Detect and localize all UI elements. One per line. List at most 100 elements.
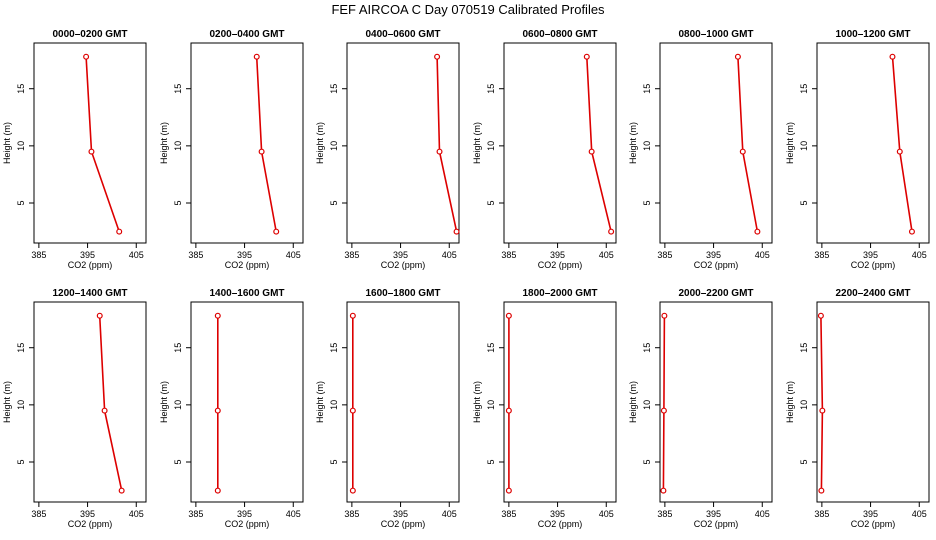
x-tick-label: 385 xyxy=(657,509,672,519)
y-axis-label: Height (m) xyxy=(628,122,638,164)
plot-frame xyxy=(346,301,460,503)
y-tick-label: 5 xyxy=(173,200,183,205)
x-tick-label: 385 xyxy=(814,250,829,260)
y-axis-label: Height (m) xyxy=(315,122,325,164)
x-tick-label: 405 xyxy=(755,509,770,519)
profile-point xyxy=(258,148,265,155)
profile-point xyxy=(118,487,125,494)
profile-point xyxy=(734,53,741,60)
profile-point xyxy=(819,407,826,414)
y-tick-label: 15 xyxy=(173,84,183,94)
profile-line xyxy=(436,56,458,232)
y-tick-label: 10 xyxy=(486,400,496,410)
y-axis-label: Height (m) xyxy=(472,122,482,164)
x-tick-label: 395 xyxy=(706,509,721,519)
x-axis-label: CO2 (ppm) xyxy=(694,260,739,270)
x-axis-label: CO2 (ppm) xyxy=(68,260,113,270)
profile-point xyxy=(434,53,441,60)
plot-frame xyxy=(816,301,930,503)
y-tick-label: 10 xyxy=(642,400,652,410)
y-axis-label: Height (m) xyxy=(785,122,795,164)
x-tick-label: 395 xyxy=(80,509,95,519)
x-tick-label: 405 xyxy=(129,250,144,260)
x-tick-label: 385 xyxy=(188,250,203,260)
profile-point xyxy=(505,407,512,414)
profile-panel: 0800–1000 GMT 385 395 405 CO2 (ppm) 5 10 15 Heig… xyxy=(628,29,773,270)
plot-frame xyxy=(346,42,460,244)
y-tick-label: 5 xyxy=(799,200,809,205)
x-axis-label: CO2 (ppm) xyxy=(381,519,426,529)
x-tick-label: 405 xyxy=(442,250,457,260)
profile-panel: 1200–1400 GMT 385 395 405 CO2 (ppm) 5 10 15 Heig… xyxy=(2,288,147,529)
x-tick-label: 385 xyxy=(344,509,359,519)
x-axis-label: CO2 (ppm) xyxy=(538,519,583,529)
x-tick-label: 395 xyxy=(393,509,408,519)
y-axis-label: Height (m) xyxy=(159,122,169,164)
profile-panel: 0600–0800 GMT 385 395 405 CO2 (ppm) 5 10 15 Heig… xyxy=(472,29,617,270)
profile-point xyxy=(349,487,356,494)
y-tick-label: 15 xyxy=(329,84,339,94)
profile-point xyxy=(214,312,221,319)
x-tick-label: 405 xyxy=(286,250,301,260)
y-tick-label: 10 xyxy=(329,141,339,151)
plot-frame xyxy=(190,42,304,244)
y-axis-label: Height (m) xyxy=(159,381,169,423)
profile-point xyxy=(505,312,512,319)
profile-panel: 0000–0200 GMT 385 395 405 CO2 (ppm) 5 10 15 Heig… xyxy=(2,29,147,270)
x-axis-label: CO2 (ppm) xyxy=(225,260,270,270)
x-tick-label: 405 xyxy=(442,509,457,519)
profile-point xyxy=(817,312,824,319)
y-tick-label: 5 xyxy=(642,459,652,464)
profile-panel: 2200–2400 GMT 385 395 405 CO2 (ppm) 5 10 15 Heig… xyxy=(785,288,930,529)
profile-line xyxy=(586,56,612,232)
x-tick-label: 395 xyxy=(550,250,565,260)
profile-line xyxy=(737,56,759,232)
y-tick-label: 5 xyxy=(329,200,339,205)
profile-point xyxy=(896,148,903,155)
profile-point xyxy=(660,487,667,494)
profile-panel: 1400–1600 GMT 385 395 405 CO2 (ppm) 5 10 15 Heig… xyxy=(159,288,304,529)
x-tick-label: 385 xyxy=(31,509,46,519)
x-axis-label: CO2 (ppm) xyxy=(381,260,426,270)
profile-line xyxy=(891,56,913,232)
x-tick-label: 385 xyxy=(657,250,672,260)
plot-frame xyxy=(816,42,930,244)
profile-line xyxy=(662,315,666,491)
panel-title: 2000–2200 GMT xyxy=(678,288,753,299)
plot-frame xyxy=(503,42,617,244)
y-tick-label: 15 xyxy=(329,343,339,353)
panels-grid: 0000–0200 GMT 385 395 405 CO2 (ppm) 5 10 15 Heig… xyxy=(2,29,930,529)
y-tick-label: 10 xyxy=(799,141,809,151)
y-tick-label: 10 xyxy=(799,400,809,410)
profile-panel: 1600–1800 GMT 385 395 405 CO2 (ppm) 5 10 15 Heig… xyxy=(315,288,460,529)
y-tick-label: 15 xyxy=(173,343,183,353)
profile-point xyxy=(583,53,590,60)
y-tick-label: 5 xyxy=(16,459,26,464)
x-tick-label: 385 xyxy=(814,509,829,519)
plot-frame xyxy=(33,301,147,503)
y-tick-label: 5 xyxy=(486,200,496,205)
plot-frame xyxy=(190,301,304,503)
profile-point xyxy=(660,407,667,414)
x-tick-label: 385 xyxy=(501,250,516,260)
profile-point xyxy=(754,228,761,235)
profile-point xyxy=(608,228,615,235)
profile-panel: 0200–0400 GMT 385 395 405 CO2 (ppm) 5 10 15 Heig… xyxy=(159,29,304,270)
x-tick-label: 395 xyxy=(393,250,408,260)
x-tick-label: 395 xyxy=(237,250,252,260)
profile-point xyxy=(908,228,915,235)
y-tick-label: 10 xyxy=(16,141,26,151)
profile-point xyxy=(739,148,746,155)
y-axis-label: Height (m) xyxy=(2,381,12,423)
y-tick-label: 10 xyxy=(173,141,183,151)
profile-panel: 0400–0600 GMT 385 395 405 CO2 (ppm) 5 10 15 Heig… xyxy=(315,29,460,270)
panel-title: 0800–1000 GMT xyxy=(678,29,753,40)
plot-frame xyxy=(503,301,617,503)
panel-title: 0400–0600 GMT xyxy=(365,29,440,40)
y-tick-label: 10 xyxy=(173,400,183,410)
x-axis-label: CO2 (ppm) xyxy=(851,260,896,270)
panel-title: 1400–1600 GMT xyxy=(209,288,284,299)
x-tick-label: 385 xyxy=(188,509,203,519)
y-axis-label: Height (m) xyxy=(785,381,795,423)
